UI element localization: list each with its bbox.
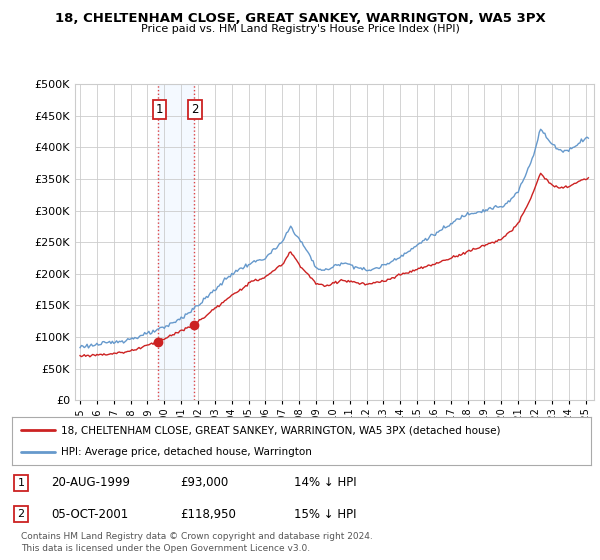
Text: £118,950: £118,950 xyxy=(180,507,236,521)
Text: HPI: Average price, detached house, Warrington: HPI: Average price, detached house, Warr… xyxy=(61,447,312,457)
Text: 18, CHELTENHAM CLOSE, GREAT SANKEY, WARRINGTON, WA5 3PX: 18, CHELTENHAM CLOSE, GREAT SANKEY, WARR… xyxy=(55,12,545,25)
Text: 05-OCT-2001: 05-OCT-2001 xyxy=(51,507,128,521)
Text: £93,000: £93,000 xyxy=(180,476,228,489)
Text: 18, CHELTENHAM CLOSE, GREAT SANKEY, WARRINGTON, WA5 3PX (detached house): 18, CHELTENHAM CLOSE, GREAT SANKEY, WARR… xyxy=(61,425,501,435)
Text: 15% ↓ HPI: 15% ↓ HPI xyxy=(294,507,356,521)
Bar xyxy=(158,84,194,400)
Text: 14% ↓ HPI: 14% ↓ HPI xyxy=(294,476,356,489)
Text: Contains HM Land Registry data © Crown copyright and database right 2024.
This d: Contains HM Land Registry data © Crown c… xyxy=(21,533,373,553)
Text: 1: 1 xyxy=(155,103,163,116)
Text: Price paid vs. HM Land Registry's House Price Index (HPI): Price paid vs. HM Land Registry's House … xyxy=(140,24,460,34)
Text: 2: 2 xyxy=(191,103,199,116)
Text: 1: 1 xyxy=(17,478,25,488)
Text: 2: 2 xyxy=(17,509,25,519)
Text: 20-AUG-1999: 20-AUG-1999 xyxy=(51,476,130,489)
